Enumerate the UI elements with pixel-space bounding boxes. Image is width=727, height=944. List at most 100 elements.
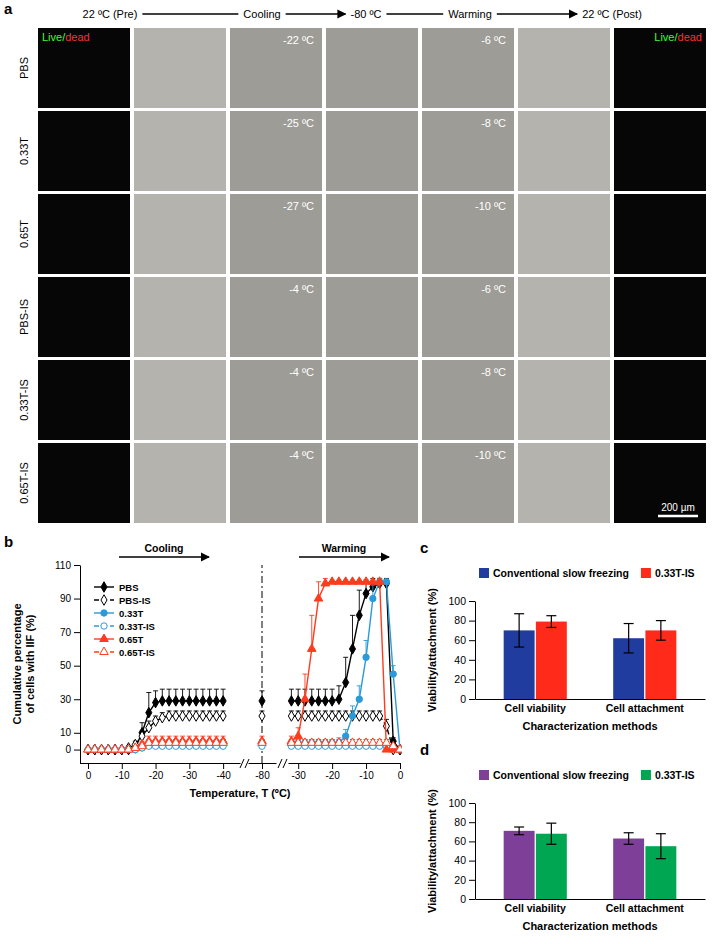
error-bar [656, 621, 666, 641]
temperature-label: -4 ºC [289, 449, 314, 461]
legend-swatch [641, 568, 651, 578]
brightfield-image [422, 111, 514, 191]
phase-arrow [119, 556, 209, 557]
live-label: Live/ [654, 31, 678, 43]
tick: 0 [86, 763, 92, 781]
scale-bar [658, 515, 698, 518]
error-bar-cap [343, 657, 348, 658]
tick-label: 20 [454, 673, 466, 685]
marker [307, 644, 316, 651]
temperature-label: -4 ºC [289, 283, 314, 295]
tick-label: -20 [149, 770, 164, 781]
axis-line [89, 763, 241, 764]
error-bar-cap [296, 689, 301, 690]
error-bar-cap [160, 689, 165, 690]
tick-label: -30 [183, 770, 198, 781]
tick: 10 [60, 727, 80, 738]
error-bar-cap [316, 689, 321, 690]
marker [382, 738, 391, 745]
header-label: 22 ºC (Pre) [83, 8, 138, 20]
legend-swatch [479, 770, 489, 780]
tick-mark [469, 660, 475, 661]
tick: 60 [454, 634, 475, 646]
marker [180, 696, 186, 707]
marker [329, 711, 335, 722]
error-bar [514, 614, 524, 647]
temperature-label: -6 ºC [481, 283, 506, 295]
marker [159, 712, 165, 723]
legend-marker [101, 610, 107, 616]
tick-mark [74, 565, 80, 566]
marker [295, 696, 301, 707]
tick: 100 [448, 595, 475, 607]
error-bar-cap [546, 844, 556, 845]
error-bar-cap [221, 689, 226, 690]
error-bar-cap [187, 689, 192, 690]
legend: Conventional slow freezing0.33T-IS [479, 769, 695, 781]
fluorescence-image [614, 111, 706, 191]
error-bar-stem [551, 616, 552, 628]
x-axis-cooling: 0-10-20-30-40 [86, 763, 241, 781]
temperature-label: -8 ºC [481, 366, 506, 378]
marker [321, 578, 330, 585]
error-bar-cap [546, 823, 556, 824]
axis-title-line: of cells with IIF (%) [24, 614, 36, 713]
marker [259, 696, 265, 707]
marker [259, 711, 265, 722]
tick-mark [298, 763, 299, 769]
tick-label: -10 [115, 770, 130, 781]
bar [504, 831, 535, 899]
error-bar-cap [343, 729, 348, 730]
error-bar-cap [624, 652, 634, 653]
tick-mark [189, 763, 190, 769]
fluorescence-image [614, 443, 706, 523]
tick: 30 [60, 694, 80, 705]
tick-mark [122, 763, 123, 769]
tick-label: -10 [359, 770, 374, 781]
marker [363, 654, 369, 660]
temperature-label: -10 ºC [475, 449, 506, 461]
error-bar-cap [514, 613, 524, 614]
marker [213, 696, 219, 707]
error-bar-cap [140, 722, 145, 723]
error-bar-cap [546, 615, 556, 616]
tick-label: 90 [60, 593, 72, 604]
marker [349, 644, 355, 655]
tick-mark [469, 699, 475, 700]
tick-label: 100 [448, 797, 466, 809]
legend-label: 0.33T-IS [119, 621, 155, 632]
phase-label: Cooling [144, 542, 183, 554]
legend-marker [100, 647, 109, 654]
marker [180, 711, 186, 722]
tick-mark [469, 679, 475, 680]
tick: 0 [398, 763, 404, 781]
fluorescence-image [38, 194, 130, 274]
temperature-label: -6 ºC [481, 34, 506, 46]
tick-label: 40 [454, 654, 466, 666]
error-bar-cap [370, 585, 375, 586]
tick-label: Cell viability [505, 902, 566, 914]
tick-mark [469, 601, 475, 602]
tick-label: Cell viability [505, 702, 566, 714]
tick: 40 [454, 854, 475, 866]
header-label: -80 ºC [351, 8, 382, 20]
error-bar-cap [624, 844, 634, 845]
tick-label: 110 [55, 560, 71, 571]
tick: 20 [454, 673, 475, 685]
error-bar-cap [296, 727, 301, 728]
brightfield-image [230, 28, 322, 108]
marker [377, 711, 383, 722]
brightfield-image [134, 277, 226, 357]
error-bar-cap [514, 834, 524, 835]
panel-label: c [420, 539, 428, 556]
error-bar-cap [260, 690, 265, 691]
tick-label: 0 [86, 770, 92, 781]
legend-label: PBS-IS [119, 595, 151, 606]
tick: Cell viability [505, 699, 566, 714]
dead-label: dead [678, 31, 702, 43]
bar [613, 839, 644, 899]
y-axis: 020406080100 [448, 797, 475, 905]
tick-label: 50 [60, 660, 72, 671]
axis-break [278, 759, 282, 768]
marker [375, 577, 384, 584]
